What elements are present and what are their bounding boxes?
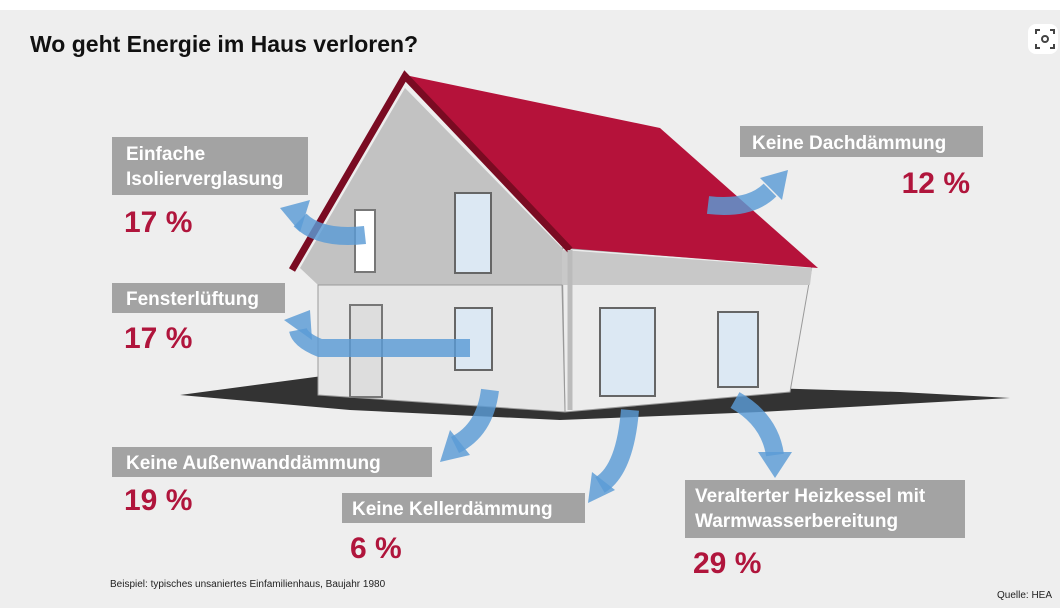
label: Fensterlüftung xyxy=(126,289,259,310)
percentage: 12 % xyxy=(902,167,970,200)
source: Quelle: HEA xyxy=(997,590,1052,601)
heat-arrows xyxy=(280,170,792,503)
item-1: Einfache Isolierverglasung 17 % xyxy=(112,137,308,239)
label: Keine Dachdämmung xyxy=(752,133,946,154)
label: Warmwasserbereitung xyxy=(695,511,898,532)
item-5: Keine Dachdämmung 12 % xyxy=(740,126,983,200)
label-box xyxy=(740,126,983,157)
label-box xyxy=(685,480,965,538)
label: Keine Kellerdämmung xyxy=(352,499,553,520)
footnote: Beispiel: typisches unsaniertes Einfamil… xyxy=(110,579,386,590)
percentage: 17 % xyxy=(124,206,192,239)
label-box xyxy=(112,283,285,313)
percentage: 6 % xyxy=(350,532,402,565)
label-box xyxy=(342,493,585,523)
label-box xyxy=(112,447,432,477)
label: Keine Außenwanddämmung xyxy=(126,453,381,474)
label: Einfache xyxy=(126,144,205,165)
item-3: Keine Außenwanddämmung 19 % xyxy=(112,447,432,517)
item-4: Keine Kellerdämmung 6 % xyxy=(342,493,585,565)
item-2: Fensterlüftung 17 % xyxy=(112,283,285,355)
percentage: 17 % xyxy=(124,322,192,355)
label: Isolierverglasung xyxy=(126,169,283,190)
label-box xyxy=(112,137,308,195)
item-6: Veralterter Heizkessel mit Warmwasserber… xyxy=(685,480,965,580)
percentage: 29 % xyxy=(693,547,761,580)
title: Wo geht Energie im Haus verloren? xyxy=(30,31,418,57)
house xyxy=(180,70,1010,420)
label: Veralterter Heizkessel mit xyxy=(695,486,926,507)
percentage: 19 % xyxy=(124,484,192,517)
scan-icon[interactable] xyxy=(1028,24,1058,54)
